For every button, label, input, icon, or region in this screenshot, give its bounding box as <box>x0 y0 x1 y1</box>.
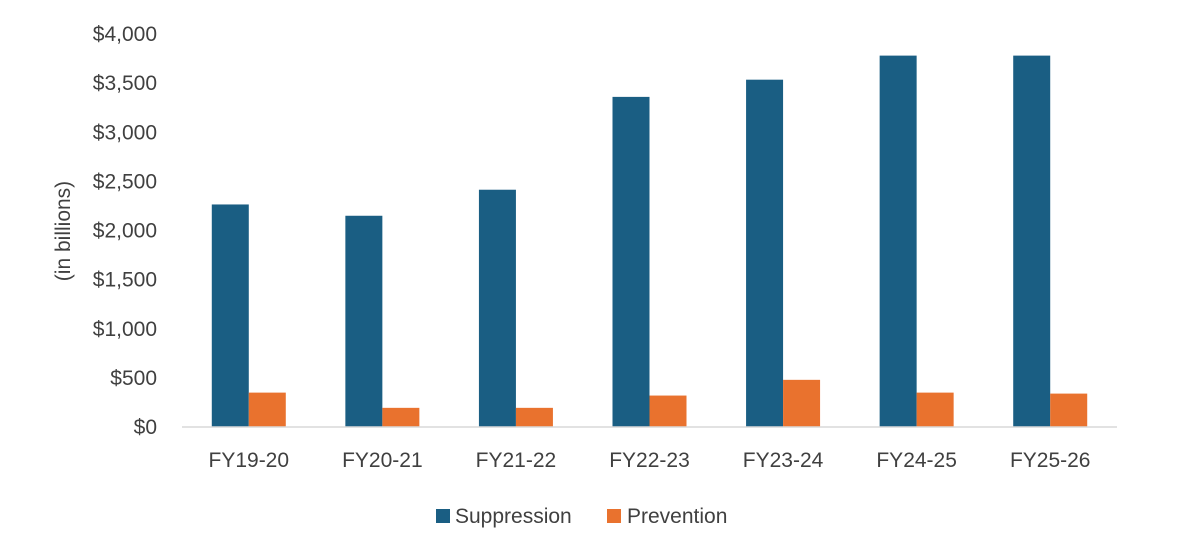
y-tick-label: $3,000 <box>93 121 157 144</box>
x-axis-ticks: FY19-20 FY20-21 FY21-22 FY22-23 FY23-24 FY24-… <box>209 449 1091 472</box>
bar-prevention <box>783 379 821 427</box>
y-tick-label: $2,500 <box>93 170 157 193</box>
y-tick-label: $4,000 <box>93 23 157 46</box>
bar-suppression <box>612 96 650 427</box>
bar-prevention <box>515 407 553 427</box>
x-tick-label: FY19-20 <box>209 449 290 472</box>
bar-prevention <box>382 407 420 427</box>
legend-label-prevention: Prevention <box>627 505 727 528</box>
y-tick-label: $0 <box>134 416 157 439</box>
x-tick-label: FY24-25 <box>876 449 957 472</box>
legend-swatch-prevention <box>607 509 621 523</box>
bars <box>211 55 1088 428</box>
y-tick-label: $2,000 <box>93 220 157 243</box>
x-tick-label: FY20-21 <box>342 449 423 472</box>
bar-suppression <box>478 189 516 427</box>
legend-swatch-suppression <box>436 509 450 523</box>
bar-suppression <box>879 55 917 428</box>
y-axis-ticks: $0 $500 $1,000 $1,500 $2,000 $2,500 $3,000 $3,5… <box>93 23 157 439</box>
x-tick-label: FY25-26 <box>1010 449 1091 472</box>
y-tick-label: $1,500 <box>93 269 157 292</box>
y-tick-label: $1,000 <box>93 318 157 341</box>
bar-prevention <box>1050 393 1088 427</box>
x-tick-label: FY23-24 <box>743 449 824 472</box>
y-axis-title: (in billions) <box>52 181 75 281</box>
bar-suppression <box>211 204 249 427</box>
y-tick-label: $500 <box>110 367 157 390</box>
bar-prevention <box>916 392 954 427</box>
bar-suppression <box>345 215 383 427</box>
x-tick-label: FY22-23 <box>609 449 690 472</box>
bar-suppression <box>746 79 784 427</box>
legend-label-suppression: Suppression <box>455 505 572 528</box>
bar-suppression <box>1013 55 1051 428</box>
y-tick-label: $3,500 <box>93 72 157 95</box>
legend: Suppression Prevention <box>436 505 727 528</box>
bar-prevention <box>649 395 687 427</box>
x-tick-label: FY21-22 <box>476 449 557 472</box>
bar-prevention <box>248 392 286 427</box>
